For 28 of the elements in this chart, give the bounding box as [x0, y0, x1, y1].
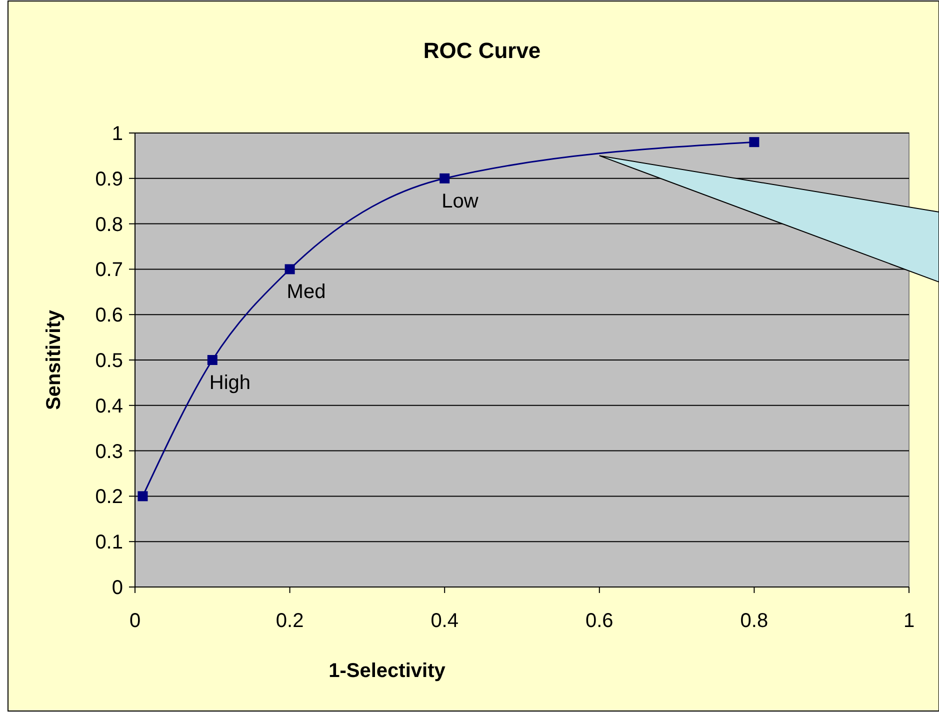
- y-tick-label: 0.9: [95, 168, 123, 190]
- chart-title: ROC Curve: [423, 38, 541, 63]
- point: [138, 491, 148, 502]
- x-tick-label: 0.6: [585, 610, 614, 632]
- x-tick-label: 0.4: [430, 610, 459, 632]
- point: [207, 355, 218, 365]
- x-axis-title: 1-Selectivity: [328, 660, 446, 682]
- x-tick-label: 1: [903, 610, 915, 632]
- y-tick-label: 0.2: [95, 486, 123, 508]
- y-tick-label: 0.3: [95, 440, 123, 463]
- y-axis-title: Sensitivity: [43, 309, 65, 410]
- annotation: High: [209, 372, 251, 394]
- point: [749, 137, 760, 148]
- y-tick-label: 1: [112, 123, 123, 145]
- y-tick-label: 0.8: [95, 214, 123, 236]
- x-tick-label: 0.2: [276, 610, 304, 632]
- x-tick-label: 0.8: [740, 610, 768, 632]
- y-tick-label: 0.5: [95, 350, 123, 372]
- y-tick-label: 0: [112, 577, 123, 599]
- annotation: Low: [442, 190, 479, 212]
- annotation: Med: [286, 281, 326, 304]
- y-tick-label: 0.6: [95, 304, 123, 327]
- x-tick-label: 0: [129, 610, 141, 632]
- point: [284, 264, 295, 274]
- y-tick-label: 0.4: [95, 395, 123, 418]
- point: [440, 173, 450, 184]
- y-tick-label: 0.7: [95, 259, 123, 282]
- y-tick-label: 0.1: [95, 532, 123, 554]
